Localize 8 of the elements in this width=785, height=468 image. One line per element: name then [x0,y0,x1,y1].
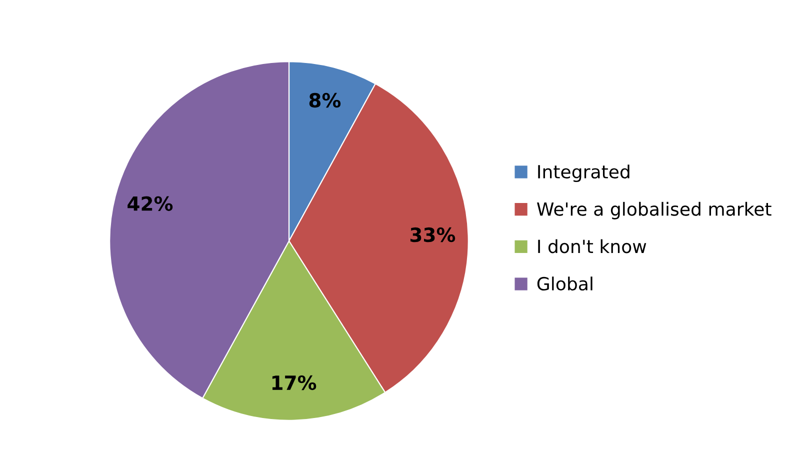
legend-label: I don't know [538,239,646,254]
data-label: 8% [309,92,341,108]
data-label: 33% [410,227,456,242]
legend-label: Global [537,276,592,291]
legend-label: Integrated [538,164,630,182]
legend-label: We're a globalised market [536,202,772,220]
data-label: 42% [128,196,173,211]
data-label: 17% [272,375,316,390]
